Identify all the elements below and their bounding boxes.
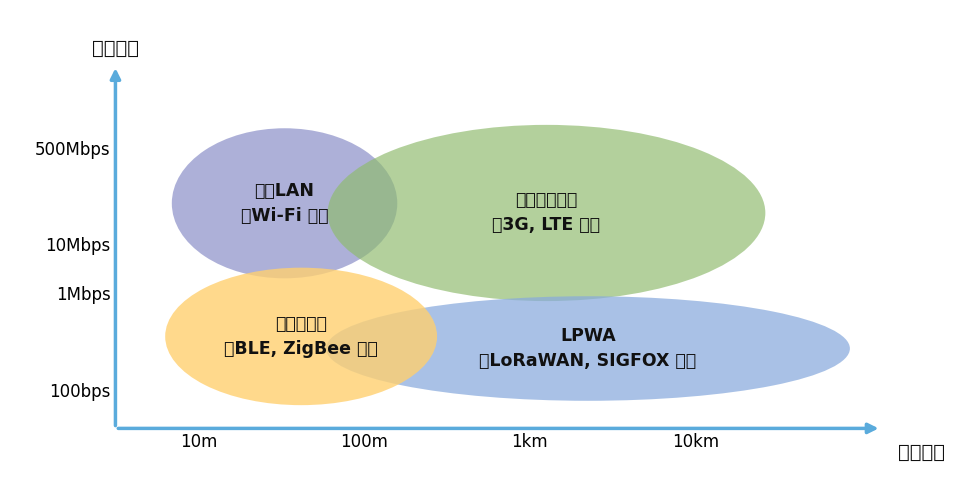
Text: 無線LAN
（Wi-Fi 等）: 無線LAN （Wi-Fi 等）	[240, 182, 328, 225]
Ellipse shape	[328, 125, 765, 301]
Text: 近距離通信
（BLE, ZigBee 等）: 近距離通信 （BLE, ZigBee 等）	[224, 315, 378, 358]
Text: モバイル通信
（3G, LTE 等）: モバイル通信 （3G, LTE 等）	[492, 192, 600, 234]
Text: 通信速度: 通信速度	[92, 39, 138, 58]
Ellipse shape	[165, 268, 436, 405]
Text: LPWA
（LoRaWAN, SIGFOX 等）: LPWA （LoRaWAN, SIGFOX 等）	[479, 327, 696, 370]
Ellipse shape	[326, 296, 849, 401]
Ellipse shape	[172, 128, 397, 278]
Text: 通信距離: 通信距離	[897, 443, 944, 462]
